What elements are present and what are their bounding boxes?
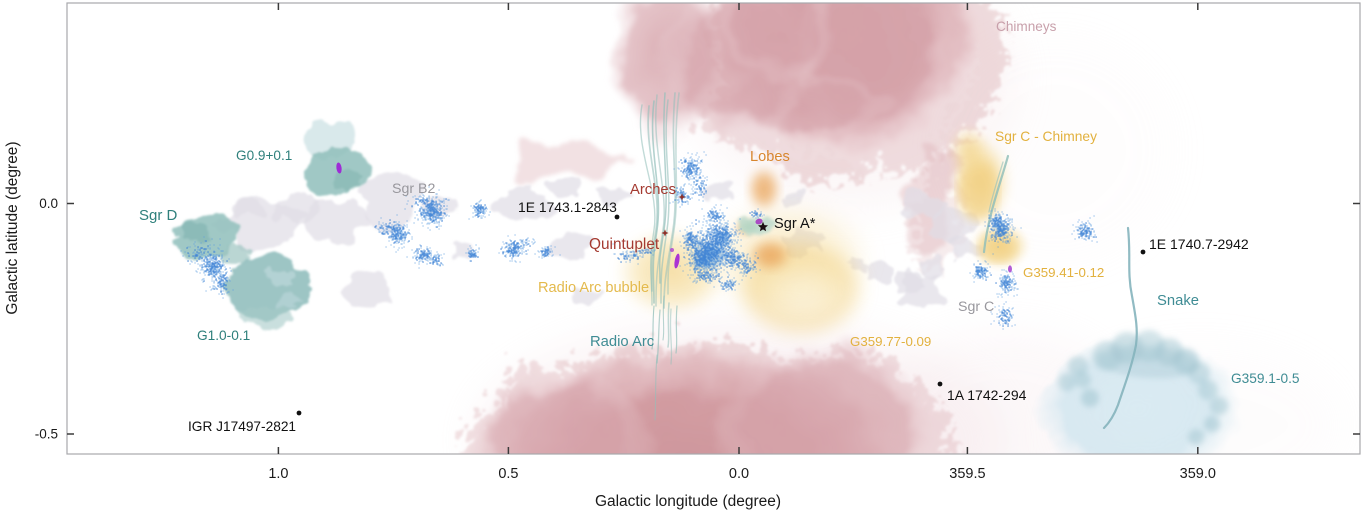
- svg-text:0.0: 0.0: [39, 196, 58, 211]
- svg-text:G359.1-0.5: G359.1-0.5: [1231, 371, 1300, 386]
- svg-text:G0.9+0.1: G0.9+0.1: [236, 148, 292, 163]
- svg-text:1E 1743.1-2843: 1E 1743.1-2843: [518, 199, 617, 215]
- svg-text:0.0: 0.0: [729, 466, 749, 482]
- svg-text:359.5: 359.5: [949, 466, 985, 482]
- svg-text:Chimneys: Chimneys: [996, 19, 1057, 34]
- svg-text:G1.0-0.1: G1.0-0.1: [197, 328, 250, 343]
- svg-text:IGR J17497-2821: IGR J17497-2821: [188, 419, 296, 434]
- svg-text:Quintuplet: Quintuplet: [589, 236, 660, 253]
- svg-text:1.0: 1.0: [268, 466, 288, 482]
- svg-text:Galactic latitude (degree): Galactic latitude (degree): [4, 141, 21, 314]
- svg-text:Sgr B2: Sgr B2: [392, 181, 435, 197]
- svg-text:1A 1742-294: 1A 1742-294: [947, 387, 1027, 403]
- svg-text:Radio Arc bubble: Radio Arc bubble: [538, 280, 649, 296]
- svg-text:G359.77-0.09: G359.77-0.09: [850, 334, 931, 349]
- svg-text:-0.5: -0.5: [35, 427, 58, 442]
- svg-text:0.5: 0.5: [498, 466, 518, 482]
- svg-text:Sgr D: Sgr D: [139, 207, 178, 224]
- svg-text:1E 1740.7-2942: 1E 1740.7-2942: [1149, 236, 1249, 252]
- svg-text:Sgr C: Sgr C: [958, 299, 994, 315]
- svg-text:Snake: Snake: [1157, 293, 1199, 309]
- svg-text:Arches: Arches: [630, 182, 676, 198]
- svg-text:Galactic longitude (degree): Galactic longitude (degree): [595, 493, 781, 510]
- svg-text:Sgr A*: Sgr A*: [774, 216, 816, 232]
- svg-text:Sgr C - Chimney: Sgr C - Chimney: [995, 129, 1097, 144]
- svg-text:Radio Arc: Radio Arc: [590, 334, 655, 350]
- svg-text:359.0: 359.0: [1180, 466, 1216, 482]
- svg-text:G359.41-0.12: G359.41-0.12: [1023, 265, 1104, 280]
- svg-text:Lobes: Lobes: [750, 149, 790, 165]
